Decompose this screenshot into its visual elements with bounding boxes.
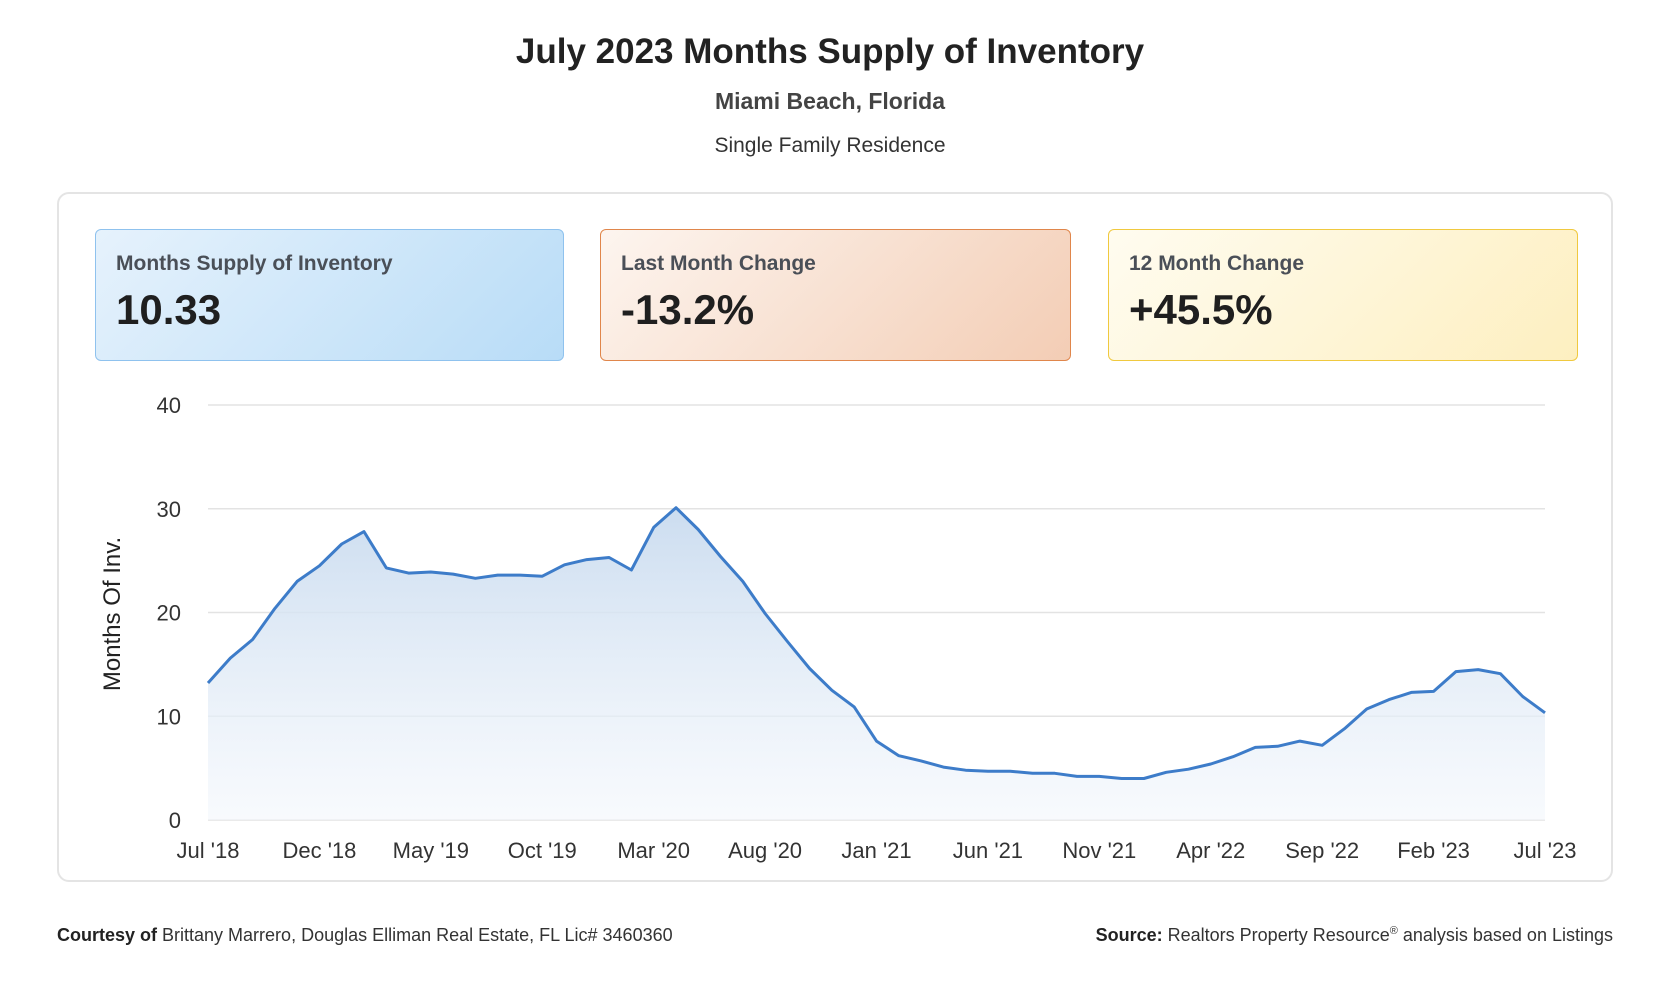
y-tick-label: 20 xyxy=(157,601,181,626)
months-supply-label: Months Supply of Inventory xyxy=(116,252,393,275)
twelve-month-change-card: 12 Month Change +45.5% xyxy=(1108,229,1578,361)
x-tick-label: Mar '20 xyxy=(617,838,690,863)
last-month-change-card: Last Month Change -13.2% xyxy=(600,229,1071,361)
x-tick-label: Apr '22 xyxy=(1176,838,1245,863)
x-tick-label: Sep '22 xyxy=(1285,838,1359,863)
x-tick-label: Jun '21 xyxy=(953,838,1023,863)
x-tick-label: Jan '21 xyxy=(841,838,911,863)
twelve-month-change-label: 12 Month Change xyxy=(1129,252,1305,275)
x-tick-label: Nov '21 xyxy=(1062,838,1136,863)
page-title: July 2023 Months Supply of Inventory xyxy=(515,32,1145,71)
y-tick-label: 10 xyxy=(157,704,181,729)
property-type-subtitle: Single Family Residence xyxy=(714,134,946,157)
x-tick-labels: Jul '18 Dec '18 May '19 Oct '19 Mar '20 Aug '… xyxy=(177,838,1577,863)
courtesy-text: Brittany Marrero, Douglas Elliman Real E… xyxy=(162,925,673,945)
x-tick-label: Feb '23 xyxy=(1397,838,1470,863)
y-tick-label: 30 xyxy=(157,497,181,522)
series-line xyxy=(206,506,1546,780)
y-tick-labels: 0 10 20 30 40 xyxy=(157,393,181,833)
courtesy-footer: Courtesy of Brittany Marrero, Douglas El… xyxy=(57,925,673,946)
twelve-month-change-value: +45.5% xyxy=(1129,286,1273,333)
last-month-change-label: Last Month Change xyxy=(621,252,816,275)
y-tick-label: 0 xyxy=(169,808,181,833)
series-area xyxy=(208,507,1545,820)
x-tick-label: May '19 xyxy=(393,838,469,863)
months-supply-value: 10.33 xyxy=(116,286,222,333)
x-tick-label: Aug '20 xyxy=(728,838,802,863)
source-footer: Source: Realtors Property Resource® anal… xyxy=(1096,925,1613,946)
x-tick-label: Oct '19 xyxy=(508,838,577,863)
courtesy-label: Courtesy of xyxy=(57,925,158,945)
months-supply-card: Months Supply of Inventory 10.33 xyxy=(95,229,564,361)
y-axis-label: Months Of Inv. xyxy=(99,537,126,691)
location-subtitle: Miami Beach, Florida xyxy=(714,88,946,114)
x-tick-label: Jul '18 xyxy=(177,838,240,863)
x-tick-label: Jul '23 xyxy=(1514,838,1577,863)
x-tick-label: Dec '18 xyxy=(282,838,356,863)
y-tick-label: 40 xyxy=(157,393,181,418)
source-text-1: Realtors Property Resource xyxy=(1167,925,1390,945)
last-month-change-value: -13.2% xyxy=(621,286,755,333)
source-label: Source: xyxy=(1095,925,1163,945)
source-text-2: analysis based on Listings xyxy=(1402,925,1613,945)
registered-mark: ® xyxy=(1389,925,1398,937)
